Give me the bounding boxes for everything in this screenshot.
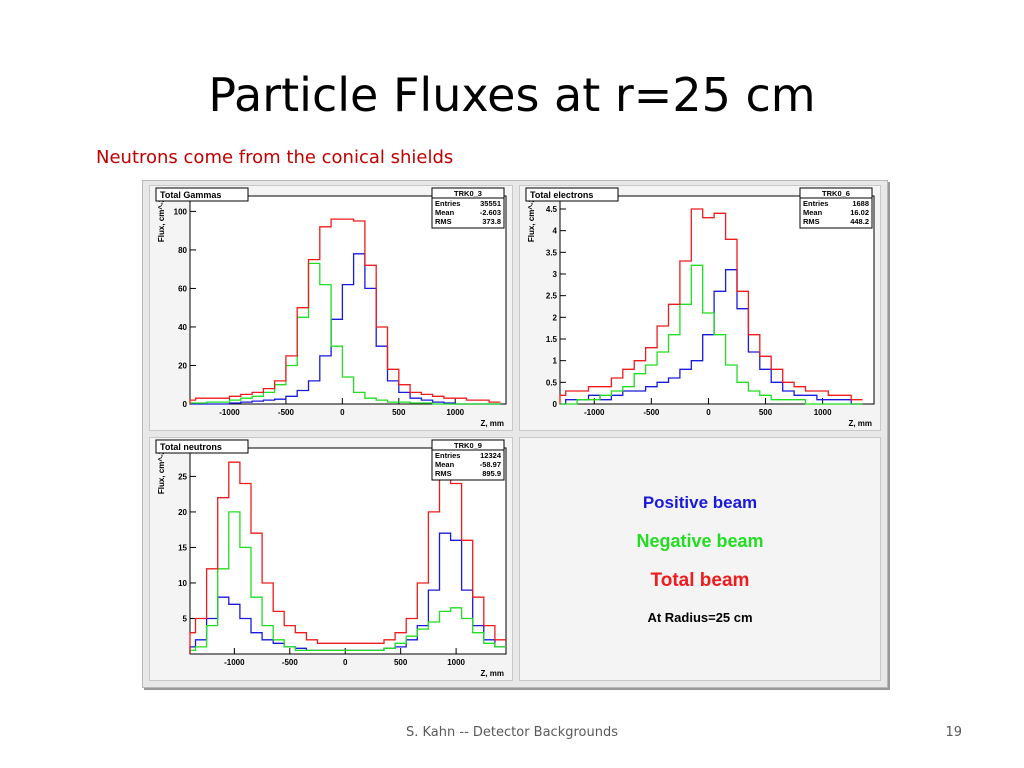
series-line-negative-beam: [560, 264, 863, 405]
chart-pad-gammas: -1000 -500 0 500 1000 0 20 40 60 80 100 Z, mm Flux, …: [149, 185, 513, 431]
title-box: [525, 187, 619, 202]
stats-box: [799, 187, 873, 229]
series-line-negative-beam: [189, 262, 501, 405]
x-tick-label: -500: [282, 658, 299, 667]
stats-value: 12324: [480, 451, 502, 460]
x-tick-label: -1000: [224, 658, 245, 667]
stats-label: Mean: [435, 208, 455, 217]
x-tick-label: 1000: [446, 408, 464, 417]
series-line-total-beam: [189, 218, 501, 404]
y-tick-label: 60: [178, 284, 187, 293]
y-tick-label: 25: [178, 472, 187, 481]
x-axis-label: Z, mm: [480, 669, 504, 678]
title-box: [155, 439, 249, 454]
figure-canvas: -1000 -500 0 500 1000 0 20 40 60 80 100 Z, mm Flux, …: [142, 180, 888, 688]
legend-radius: At Radius=25 cm: [647, 610, 753, 625]
stats-name: TRK0_9: [454, 441, 482, 450]
x-axis-label: Z, mm: [480, 419, 504, 428]
y-tick-label: 5: [183, 614, 188, 623]
plot-frame: [559, 195, 875, 405]
x-tick-label: -1000: [219, 408, 240, 417]
series-line-positive-beam: [190, 253, 501, 405]
x-tick-label: -1000: [584, 408, 605, 417]
y-tick-label: 4.5: [546, 205, 558, 214]
stats-label: RMS: [435, 469, 452, 478]
x-tick-label: 0: [343, 658, 348, 667]
stats-value: 448.2: [850, 217, 869, 226]
y-axis-label: Flux, cm^-2: [157, 197, 166, 242]
footer-text: S. Kahn -- Detector Backgrounds: [405, 725, 618, 740]
y-tick-label: 2.5: [546, 292, 558, 301]
x-tick-label: 500: [394, 658, 408, 667]
x-tick-label: 0: [340, 408, 345, 417]
y-tick-label: 4: [553, 227, 558, 236]
gammas-chart: -1000 -500 0 500 1000 0 20 40 60 80 100 Z, mm Flux, …: [155, 187, 507, 428]
x-tick-label: 1000: [447, 658, 465, 667]
series-line-negative-beam: [189, 511, 506, 654]
x-tick-label: 500: [392, 408, 406, 417]
slide-title: Particle Fluxes at r=25 cm: [208, 68, 816, 122]
x-tick-label: 500: [759, 408, 773, 417]
stats-value: 35551: [480, 199, 501, 208]
y-tick-label: 20: [178, 361, 187, 370]
x-tick-label: 1000: [814, 408, 832, 417]
plot-frame: [189, 447, 507, 655]
y-tick-label: 0: [553, 400, 558, 409]
legend-negative-beam: Negative beam: [636, 531, 764, 551]
series-line-positive-beam: [560, 269, 863, 405]
stats-label: Entries: [435, 451, 460, 460]
y-tick-label: 80: [178, 246, 187, 255]
chart-title: Total Gammas: [160, 190, 221, 200]
stats-label: Entries: [435, 199, 460, 208]
y-tick-label: 1: [553, 357, 558, 366]
stats-label: Mean: [803, 208, 823, 217]
series-line-total-beam: [189, 461, 506, 654]
electrons-chart: -1000 -500 0 500 1000 0 0.5 1 1.5 2 2.5 3 3.5 4 4.5 Z, …: [525, 187, 875, 428]
stats-value: 1688: [852, 199, 869, 208]
neutrons-chart: -1000 -500 0 500 1000 5 10 15 20 25 Z, mm Flux, cm^…: [155, 439, 507, 678]
y-axis-label: Flux, cm^-2: [157, 449, 166, 494]
stats-label: Mean: [435, 460, 455, 469]
stats-name: TRK0_6: [822, 189, 850, 198]
y-tick-label: 10: [178, 579, 187, 588]
legend-total-beam: Total beam: [650, 570, 750, 591]
page-number: 19: [945, 725, 962, 740]
stats-value: 373.8: [482, 217, 501, 226]
slide-subtitle: Neutrons come from the conical shields: [96, 147, 454, 168]
chart-title: Total electrons: [530, 190, 593, 200]
stats-value: 895.9: [482, 469, 501, 478]
stats-label: Entries: [803, 199, 828, 208]
y-tick-label: 20: [178, 508, 187, 517]
y-tick-label: 0.5: [546, 378, 558, 387]
chart-title: Total neutrons: [160, 442, 222, 452]
stats-value: -58.97: [480, 460, 501, 469]
legend-pad: Positive beam Negative beam Total beam A…: [519, 437, 881, 681]
title-box: [155, 187, 249, 202]
y-tick-label: 40: [178, 323, 187, 332]
stats-label: RMS: [435, 217, 452, 226]
series-line-total-beam: [559, 208, 863, 404]
x-tick-label: -500: [278, 408, 295, 417]
legend-positive-beam: Positive beam: [642, 493, 758, 512]
stats-value: 16.02: [850, 208, 869, 217]
chart-pad-electrons: -1000 -500 0 500 1000 0 0.5 1 1.5 2 2.5 3 3.5 4 4.5 Z, …: [519, 185, 881, 431]
y-tick-label: 3.5: [546, 248, 558, 257]
y-tick-label: 2: [553, 313, 558, 322]
x-tick-label: -500: [643, 408, 660, 417]
stats-label: RMS: [803, 217, 820, 226]
x-axis-label: Z, mm: [848, 419, 872, 428]
y-tick-label: 0: [183, 400, 188, 409]
stats-value: -2.603: [480, 208, 501, 217]
stats-box: [431, 187, 505, 229]
y-tick-label: 1.5: [546, 335, 558, 344]
x-tick-label: 0: [706, 408, 711, 417]
stats-name: TRK0_3: [454, 189, 482, 198]
chart-pad-neutrons: -1000 -500 0 500 1000 5 10 15 20 25 Z, mm Flux, cm^…: [149, 437, 513, 681]
y-tick-label: 15: [178, 543, 187, 552]
y-tick-label: 3: [553, 270, 558, 279]
y-axis-label: Flux, cm^-2: [527, 197, 536, 242]
plot-frame: [189, 195, 507, 405]
y-tick-label: 100: [174, 207, 188, 216]
stats-box: [431, 439, 505, 481]
